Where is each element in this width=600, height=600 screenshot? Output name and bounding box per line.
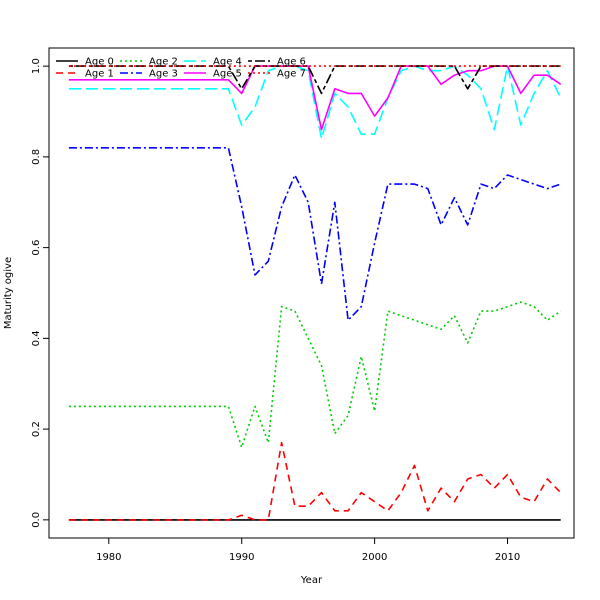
x-tick-label-2010: 2010 [495,552,520,563]
legend-label-age-4: Age 4 [213,57,242,68]
x-tick-label-1990: 1990 [229,552,254,563]
y-tick-label-1: 0.2 [31,421,42,437]
series-line-age-5 [68,65,562,131]
y-tick-label-3: 0.6 [31,240,42,256]
y-tick-label-0: 0.0 [31,512,42,528]
series-line-age-2 [68,301,562,449]
series-line-age-1 [68,441,562,521]
legend-label-age-7: Age 7 [277,69,306,80]
series-line-age-6 [68,65,561,95]
y-tick-label-4: 0.8 [31,149,42,165]
y-tick-label-2: 0.4 [31,330,42,346]
legend-label-age-3: Age 3 [149,69,178,80]
y-tick-label-5: 1.0 [31,58,42,74]
legend-label-age-1: Age 1 [85,69,114,80]
x-tick-label-2000: 2000 [362,552,387,563]
plot-frame [48,47,575,539]
legend-label-age-2: Age 2 [149,57,178,68]
axis-layer: 1980 1990 2000 2010 0.0 0.2 0.4 0.6 0.8 1.0 [31,58,520,563]
series-layer [68,65,562,521]
y-axis-title: Maturity ogive [3,257,14,329]
x-tick-label-1980: 1980 [96,552,121,563]
legend-label-age-0: Age 0 [85,57,114,68]
series-line-age-4 [68,65,562,140]
legend-label-age-5: Age 5 [213,69,242,80]
x-axis-title: Year [300,575,323,586]
legend-label-age-6: Age 6 [277,57,306,68]
series-line-age-3 [68,147,561,322]
